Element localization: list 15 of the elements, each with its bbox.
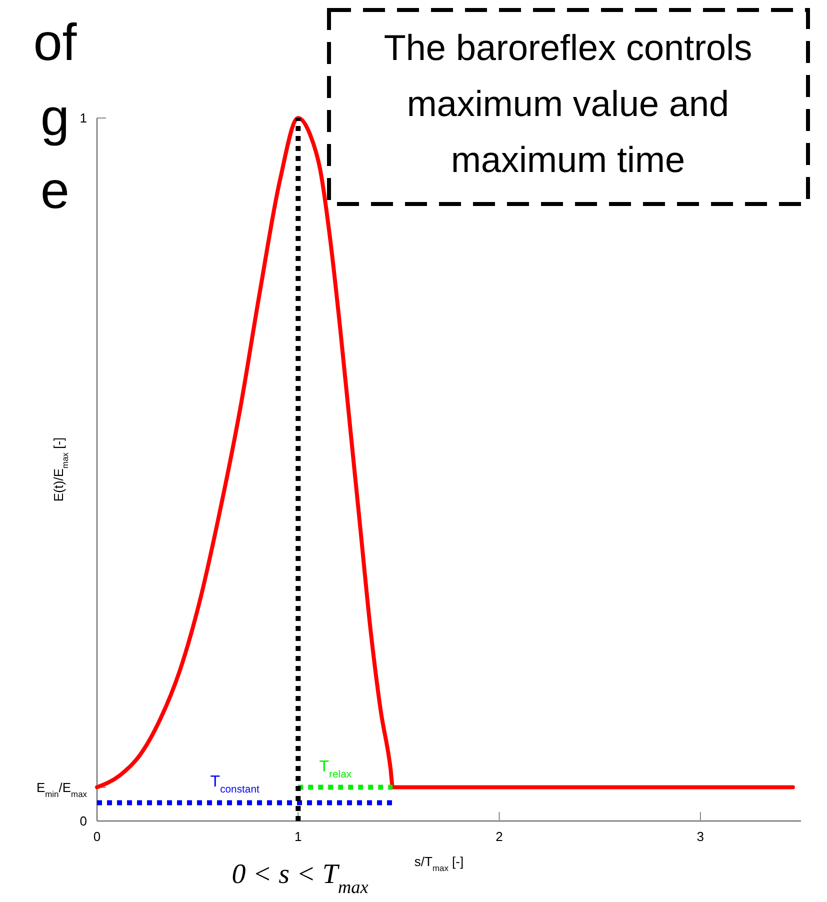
x-tick-label: 0 — [93, 829, 101, 844]
text: 0 < s < T$_{max}$ — [232, 859, 368, 898]
series-label: T$_{relax}$ — [319, 758, 352, 780]
x-axis-title: s/T$_{max}$ [-] — [414, 854, 464, 873]
annotation: The baroreflex controls maximum value and maximum time — [384, 27, 752, 180]
y-tick-label: E$_{min}$/E$_{max}$ — [36, 780, 88, 799]
x-tick-label: 1 — [294, 829, 302, 844]
x-tick-label: 2 — [496, 829, 503, 844]
series-label: T$_{constant}$ — [210, 774, 260, 796]
text: of — [33, 14, 78, 72]
text: g — [40, 89, 70, 147]
y-tick-label: 1 — [80, 110, 87, 126]
y-tick-label: 0 — [80, 814, 87, 829]
text: e — [40, 162, 70, 220]
x-tick-label: 3 — [696, 829, 704, 844]
